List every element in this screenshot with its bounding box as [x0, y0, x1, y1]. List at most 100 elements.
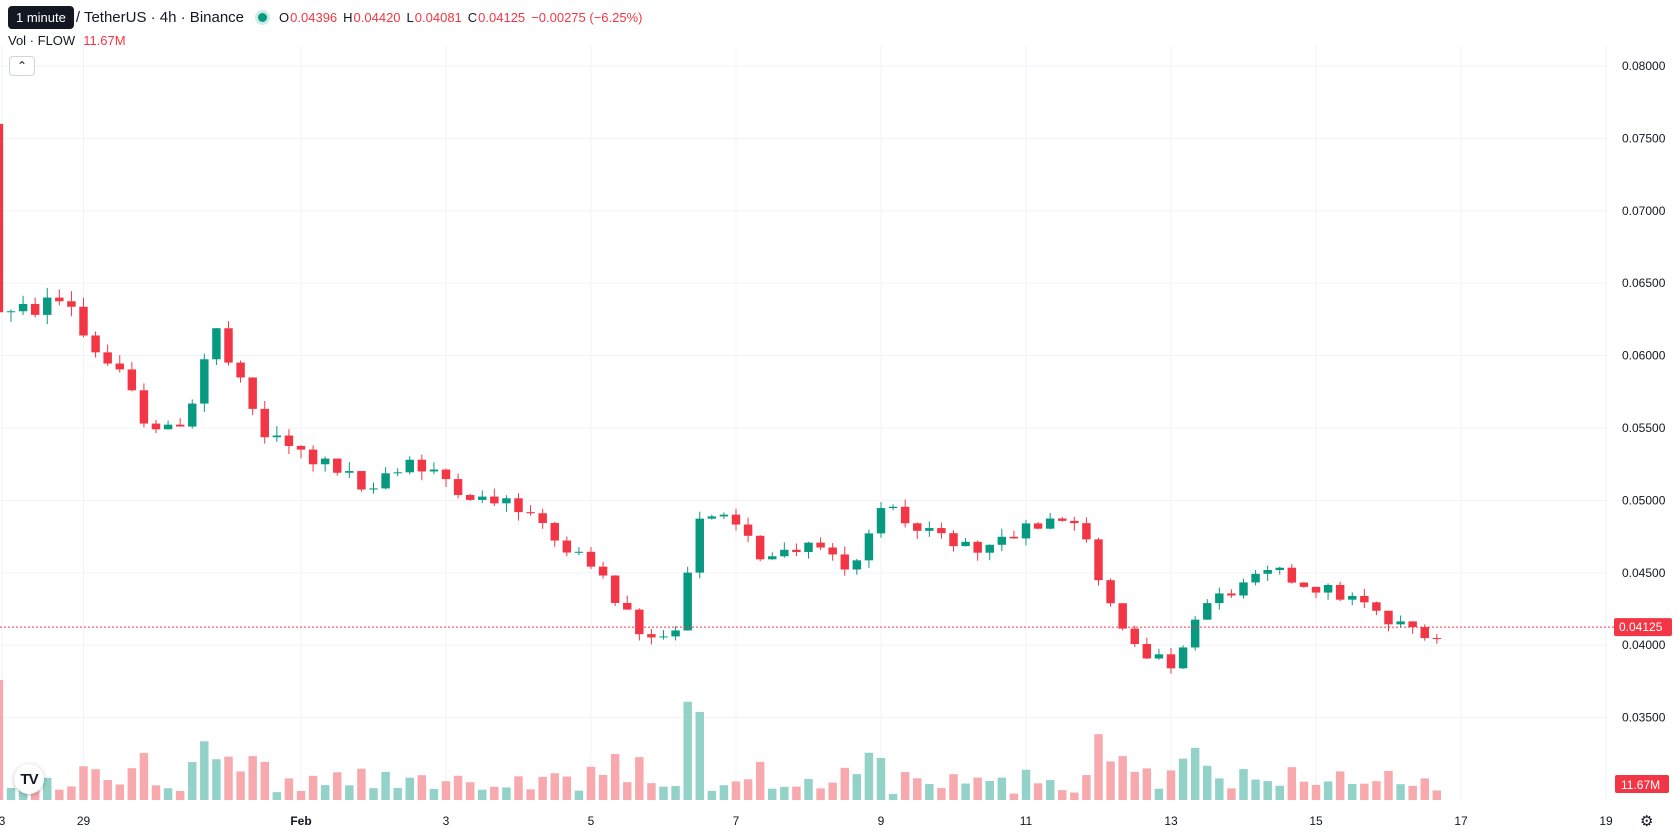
- volume-bar: [1082, 775, 1091, 800]
- candle-body: [780, 549, 789, 557]
- volume-bar: [635, 757, 644, 800]
- candle-body: [1190, 619, 1200, 648]
- volume-bar: [248, 756, 257, 800]
- volume-bar: [1166, 770, 1176, 800]
- symbol-title[interactable]: / TetherUS · 4h · Binance: [75, 9, 245, 26]
- candle-body: [562, 540, 572, 553]
- volume-bar: [453, 775, 463, 800]
- candle-body: [876, 508, 886, 534]
- candle-body: [1009, 536, 1019, 539]
- x-tick-label: 5: [588, 814, 595, 828]
- candle-body: [1287, 567, 1297, 583]
- candle-body: [1299, 582, 1309, 587]
- volume-bar: [804, 779, 813, 800]
- volume-bar: [913, 778, 922, 800]
- tradingview-logo-icon[interactable]: TV: [14, 764, 44, 794]
- volume-bar: [502, 787, 511, 800]
- candle-body: [248, 377, 257, 409]
- volume-bar: [1263, 781, 1272, 800]
- volume-bar: [1130, 771, 1139, 800]
- volume-bar: [743, 779, 753, 800]
- volume-legend[interactable]: Vol · FLOW 11.67M: [8, 33, 126, 48]
- candle-body: [429, 469, 439, 472]
- volume-bar: [1408, 785, 1417, 800]
- candle-body: [755, 535, 765, 560]
- volume-bar: [6, 787, 16, 800]
- volume-bar: [163, 788, 173, 800]
- candle-body: [18, 303, 28, 312]
- volume-bar: [586, 766, 596, 800]
- volume-bar: [828, 782, 837, 800]
- volume-bar: [1033, 783, 1043, 800]
- candle-body: [79, 306, 88, 336]
- candle-body: [671, 630, 680, 637]
- volume-bar: [284, 778, 294, 800]
- candle-body: [441, 469, 451, 480]
- volume-bar: [1190, 747, 1200, 800]
- candle-body: [526, 512, 535, 514]
- time-axis[interactable]: 3252729Feb3579111315171921232527Mar357: [0, 814, 1678, 828]
- candle-body: [538, 513, 547, 523]
- candle-body: [1058, 518, 1067, 521]
- candle-body: [852, 560, 862, 570]
- candle-body: [381, 473, 390, 489]
- candle-body: [623, 602, 632, 610]
- candle-body: [804, 542, 813, 553]
- volume-bar: [188, 762, 197, 800]
- volume-bar: [490, 786, 499, 800]
- volume-bar: [1142, 768, 1152, 800]
- volume-bar: [1178, 758, 1188, 800]
- volume-bar: [127, 768, 137, 800]
- candle-body: [635, 609, 644, 635]
- candle-body: [1239, 582, 1248, 596]
- volume-bar: [369, 788, 378, 800]
- candle-body: [417, 459, 427, 472]
- volume-bar: [610, 753, 620, 800]
- candle-body: [1154, 654, 1164, 659]
- volume-bar: [937, 788, 946, 800]
- volume-bar: [417, 775, 427, 800]
- candle-body: [1045, 518, 1055, 529]
- y-tick-label: 0.08000: [1622, 59, 1666, 73]
- candle-body: [1275, 567, 1284, 570]
- settings-gear-icon[interactable]: ⚙: [1640, 813, 1654, 830]
- candle-body: [1311, 586, 1321, 593]
- volume-bar: [1227, 788, 1236, 800]
- volume-bar: [55, 789, 64, 800]
- volume-bar: [103, 780, 112, 800]
- volume-bar: [985, 780, 994, 800]
- volume-bar: [768, 788, 777, 800]
- volume-bar: [1239, 769, 1248, 800]
- candle-body: [284, 435, 294, 446]
- volume-bar: [949, 774, 958, 800]
- ohlc-close: C0.04125: [467, 10, 526, 25]
- price-candles: [0, 123, 1442, 674]
- collapse-legend-button[interactable]: ⌃: [9, 56, 35, 76]
- candle-body: [345, 471, 354, 473]
- volume-bar: [1432, 790, 1442, 800]
- volume-bar: [997, 777, 1007, 800]
- candle-body: [1130, 628, 1139, 645]
- candle-body: [1094, 539, 1103, 581]
- volume-bar: [1287, 767, 1297, 800]
- x-tick-label: 11: [1020, 814, 1033, 828]
- volume-bar: [429, 788, 439, 800]
- last-price-badge: 0.04125: [1614, 618, 1672, 637]
- volume-bar: [1396, 784, 1405, 800]
- candle-body: [453, 479, 463, 496]
- candle-body: [260, 408, 269, 438]
- candle-body: [1384, 610, 1393, 625]
- candle-body: [1251, 573, 1260, 583]
- candle-body: [1166, 654, 1176, 669]
- candle-body: [647, 634, 656, 638]
- candle-body: [1227, 593, 1236, 596]
- candle-body: [864, 533, 874, 561]
- volume-legend-label: Vol · FLOW: [8, 33, 76, 48]
- price-axis[interactable]: 0.08000 0.07500 0.07000 0.06500 0.06000 0.055…: [1622, 59, 1666, 725]
- volume-bar: [1299, 781, 1309, 800]
- volume-bar: [345, 785, 354, 800]
- candle-body: [937, 528, 946, 534]
- volume-bar: [67, 786, 76, 800]
- candle-body: [115, 363, 124, 370]
